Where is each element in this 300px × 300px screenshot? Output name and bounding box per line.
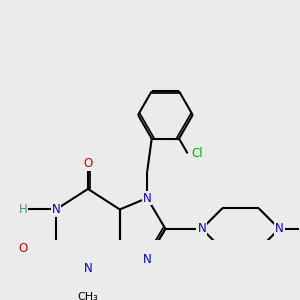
Text: CH₃: CH₃ <box>78 292 98 300</box>
Text: H: H <box>19 203 27 216</box>
Text: N: N <box>84 262 92 275</box>
Text: N: N <box>197 222 206 235</box>
Text: N: N <box>275 222 284 235</box>
Text: Cl: Cl <box>191 147 203 160</box>
Text: O: O <box>18 242 28 255</box>
Text: N: N <box>143 253 152 266</box>
Text: N: N <box>143 191 152 205</box>
Text: N: N <box>52 203 60 216</box>
Text: O: O <box>83 158 93 170</box>
